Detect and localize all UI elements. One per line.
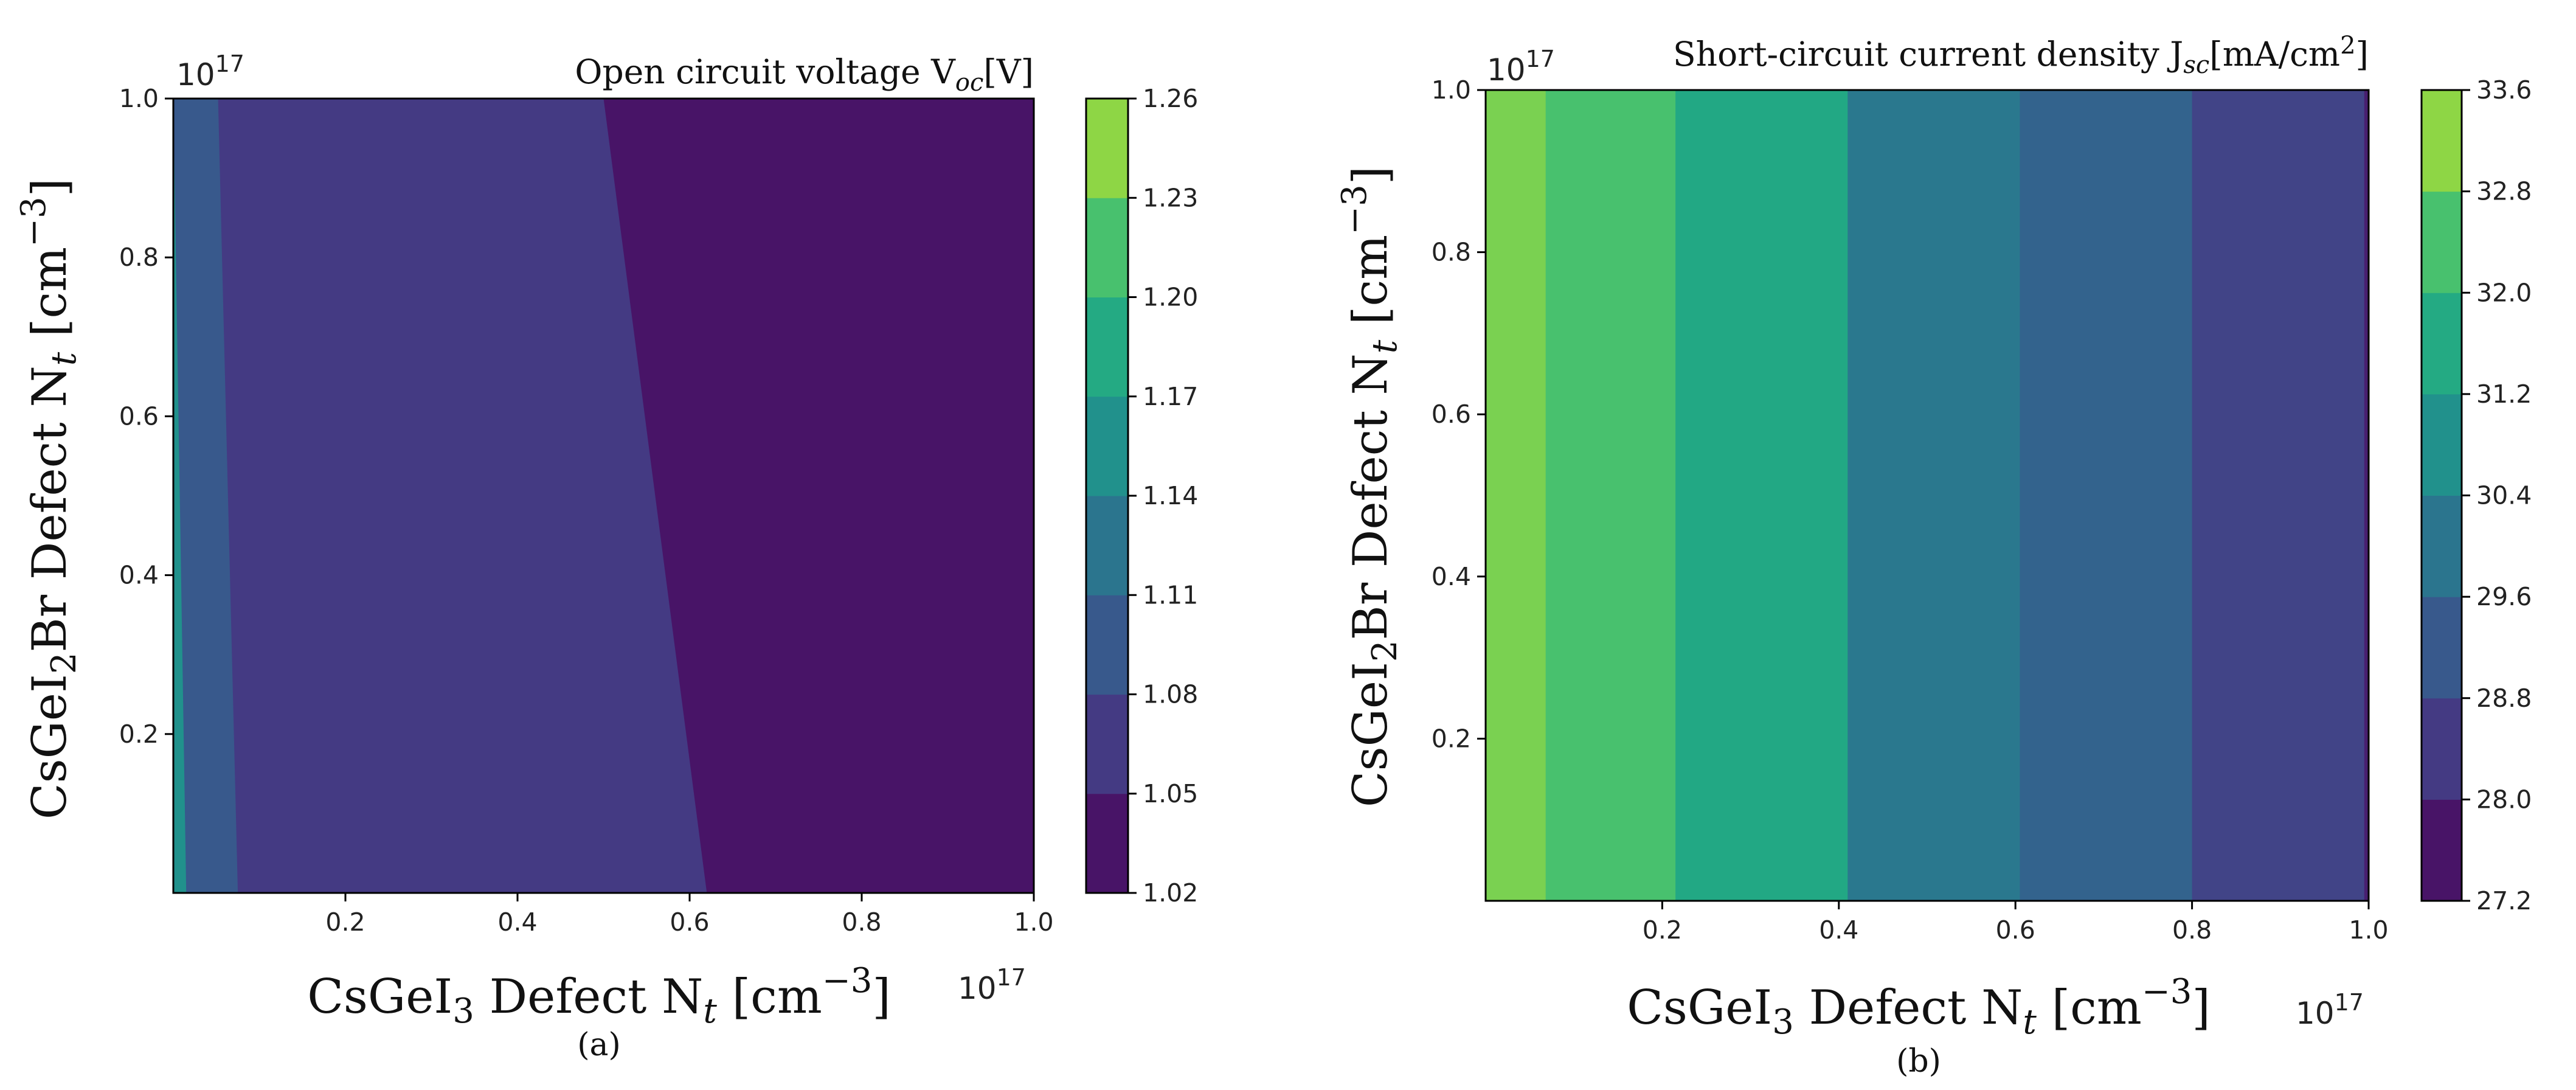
- contour-band-4: [2020, 90, 2193, 901]
- colorbar-tick-label-7: 32.8: [2476, 177, 2532, 206]
- colorbar-tick-label-3: 1.11: [1143, 580, 1198, 609]
- colorbar-segment-4: [1086, 396, 1128, 496]
- x-tick-label-1: 0.4: [497, 908, 537, 937]
- x-tick-label-0: 0.2: [1643, 915, 1682, 945]
- y-tick-label-4: 1.0: [1432, 75, 1471, 105]
- colorbar-tick-label-3: 29.6: [2476, 582, 2532, 611]
- jsc-y-axis-label: CsGeI2Br Defect Nt [cm−3]: [1335, 166, 1405, 807]
- colorbar-tick-label-1: 28.0: [2476, 785, 2532, 814]
- colorbar-tick-label-4: 1.14: [1143, 481, 1198, 510]
- colorbar-tick-label-8: 33.6: [2476, 75, 2532, 105]
- voc-y-ticks: 0.2 0.4 0.6 0.8 1.0: [119, 84, 173, 749]
- colorbar-tick-label-8: 1.26: [1143, 84, 1198, 113]
- colorbar-segment-4: [2422, 394, 2462, 496]
- colorbar-tick-label-5: 31.2: [2476, 380, 2532, 409]
- voc-y-axis-label: CsGeI2Br Defect Nt [cm−3]: [14, 178, 84, 819]
- x-tick-label-0: 0.2: [325, 908, 365, 937]
- y-tick-label-1: 0.4: [1432, 562, 1471, 591]
- jsc-colorbar: 27.2 28.0 28.8 29.6 30.4 31.2 32.0 32.8 33.6: [2420, 75, 2532, 915]
- contour-band-6: [2364, 90, 2369, 901]
- colorbar-tick-label-0: 1.02: [1143, 878, 1198, 908]
- y-tick-label-3: 0.8: [1432, 238, 1471, 267]
- x-tick-label-4: 1.0: [2349, 915, 2388, 945]
- colorbar-segment-3: [2422, 495, 2462, 597]
- colorbar-segment-5: [1086, 297, 1128, 397]
- colorbar-segment-7: [1086, 99, 1128, 198]
- colorbar-tick-label-2: 28.8: [2476, 684, 2532, 713]
- colorbar-segment-6: [1086, 198, 1128, 297]
- colorbar-segment-2: [2422, 597, 2462, 699]
- colorbar-tick-label-4: 30.4: [2476, 481, 2532, 510]
- jsc-x-axis-label: CsGeI3 Defect Nt [cm−3]: [1627, 972, 2211, 1042]
- voc-colorbar: 1.02 1.05 1.08 1.11 1.14 1.17 1.20 1.23 1.26: [1085, 84, 1198, 908]
- voc-y-offset-label: 1017: [176, 50, 244, 92]
- jsc-panel-caption: (b): [1896, 1043, 1941, 1080]
- y-tick-label-1: 0.4: [119, 561, 159, 590]
- voc-x-axis-label: CsGeI3 Defect Nt [cm−3]: [307, 961, 891, 1031]
- colorbar-segment-0: [2422, 799, 2462, 901]
- contour-region-1: [173, 99, 707, 893]
- contour-band-0: [1486, 90, 1546, 901]
- x-tick-label-1: 0.4: [1819, 915, 1858, 945]
- x-tick-label-2: 0.6: [1996, 915, 2035, 945]
- jsc-contour-regions: [1486, 90, 2369, 901]
- contour-band-5: [2192, 90, 2365, 901]
- colorbar-tick-label-6: 32.0: [2476, 278, 2532, 307]
- contour-band-3: [1847, 90, 2020, 901]
- panel-b: 0.2 0.4 0.6 0.8 1.0 0.2 0.4 0.6 0.8 1.0 1017 101…: [1335, 32, 2532, 1080]
- x-tick-label-2: 0.6: [670, 908, 709, 937]
- colorbar-tick-label-1: 1.05: [1143, 779, 1198, 808]
- y-tick-label-0: 0.2: [1432, 724, 1471, 753]
- colorbar-tick-label-2: 1.08: [1143, 680, 1198, 709]
- x-tick-label-3: 0.8: [2172, 915, 2212, 945]
- x-tick-label-4: 1.0: [1014, 908, 1053, 937]
- contour-region-3: [173, 99, 187, 893]
- y-tick-label-4: 1.0: [119, 84, 159, 113]
- jsc-plot-frame: [1484, 89, 2370, 902]
- colorbar-segment-0: [1086, 793, 1128, 894]
- colorbar-segment-1: [1086, 694, 1128, 794]
- colorbar-tick-label-7: 1.23: [1143, 183, 1198, 212]
- x-tick-label-3: 0.8: [842, 908, 881, 937]
- colorbar-segment-3: [1086, 496, 1128, 595]
- voc-title: Open circuit voltage Voc[V]: [575, 52, 1034, 97]
- y-tick-label-3: 0.8: [119, 243, 159, 272]
- colorbar-tick-label-0: 27.2: [2476, 886, 2532, 915]
- panel-a: 0.2 0.4 0.6 0.8 1.0 0.2 0.4 0.6 0.8 1.0 1017 101…: [14, 50, 1198, 1063]
- jsc-title: Short-circuit current density Jsc[mA/cm2…: [1673, 32, 2369, 79]
- colorbar-tick-label-5: 1.17: [1143, 382, 1198, 411]
- y-tick-label-2: 0.6: [1432, 400, 1471, 429]
- contour-region-2: [173, 99, 238, 893]
- jsc-x-ticks: 0.2 0.4 0.6 0.8 1.0: [1643, 901, 2389, 945]
- voc-contour-regions: [173, 99, 1034, 893]
- voc-x-ticks: 0.2 0.4 0.6 0.8 1.0: [325, 893, 1054, 937]
- colorbar-segment-1: [2422, 698, 2462, 800]
- colorbar-segment-7: [2422, 90, 2462, 192]
- jsc-x-offset-label: 1017: [2296, 989, 2364, 1031]
- voc-plot-frame: [172, 97, 1035, 894]
- colorbar-segment-2: [1086, 595, 1128, 695]
- colorbar-segment-6: [2422, 191, 2462, 293]
- y-tick-label-2: 0.6: [119, 401, 159, 431]
- contour-band-1: [1545, 90, 1676, 901]
- colorbar-segment-5: [2422, 293, 2462, 395]
- jsc-y-offset-label: 1017: [1487, 46, 1555, 88]
- contour-band-2: [1675, 90, 1848, 901]
- colorbar-tick-label-6: 1.20: [1143, 283, 1198, 312]
- voc-x-offset-label: 1017: [958, 964, 1026, 1006]
- jsc-y-ticks: 0.2 0.4 0.6 0.8 1.0: [1432, 75, 1486, 753]
- voc-panel-caption: (a): [577, 1027, 621, 1063]
- y-tick-label-0: 0.2: [119, 720, 159, 749]
